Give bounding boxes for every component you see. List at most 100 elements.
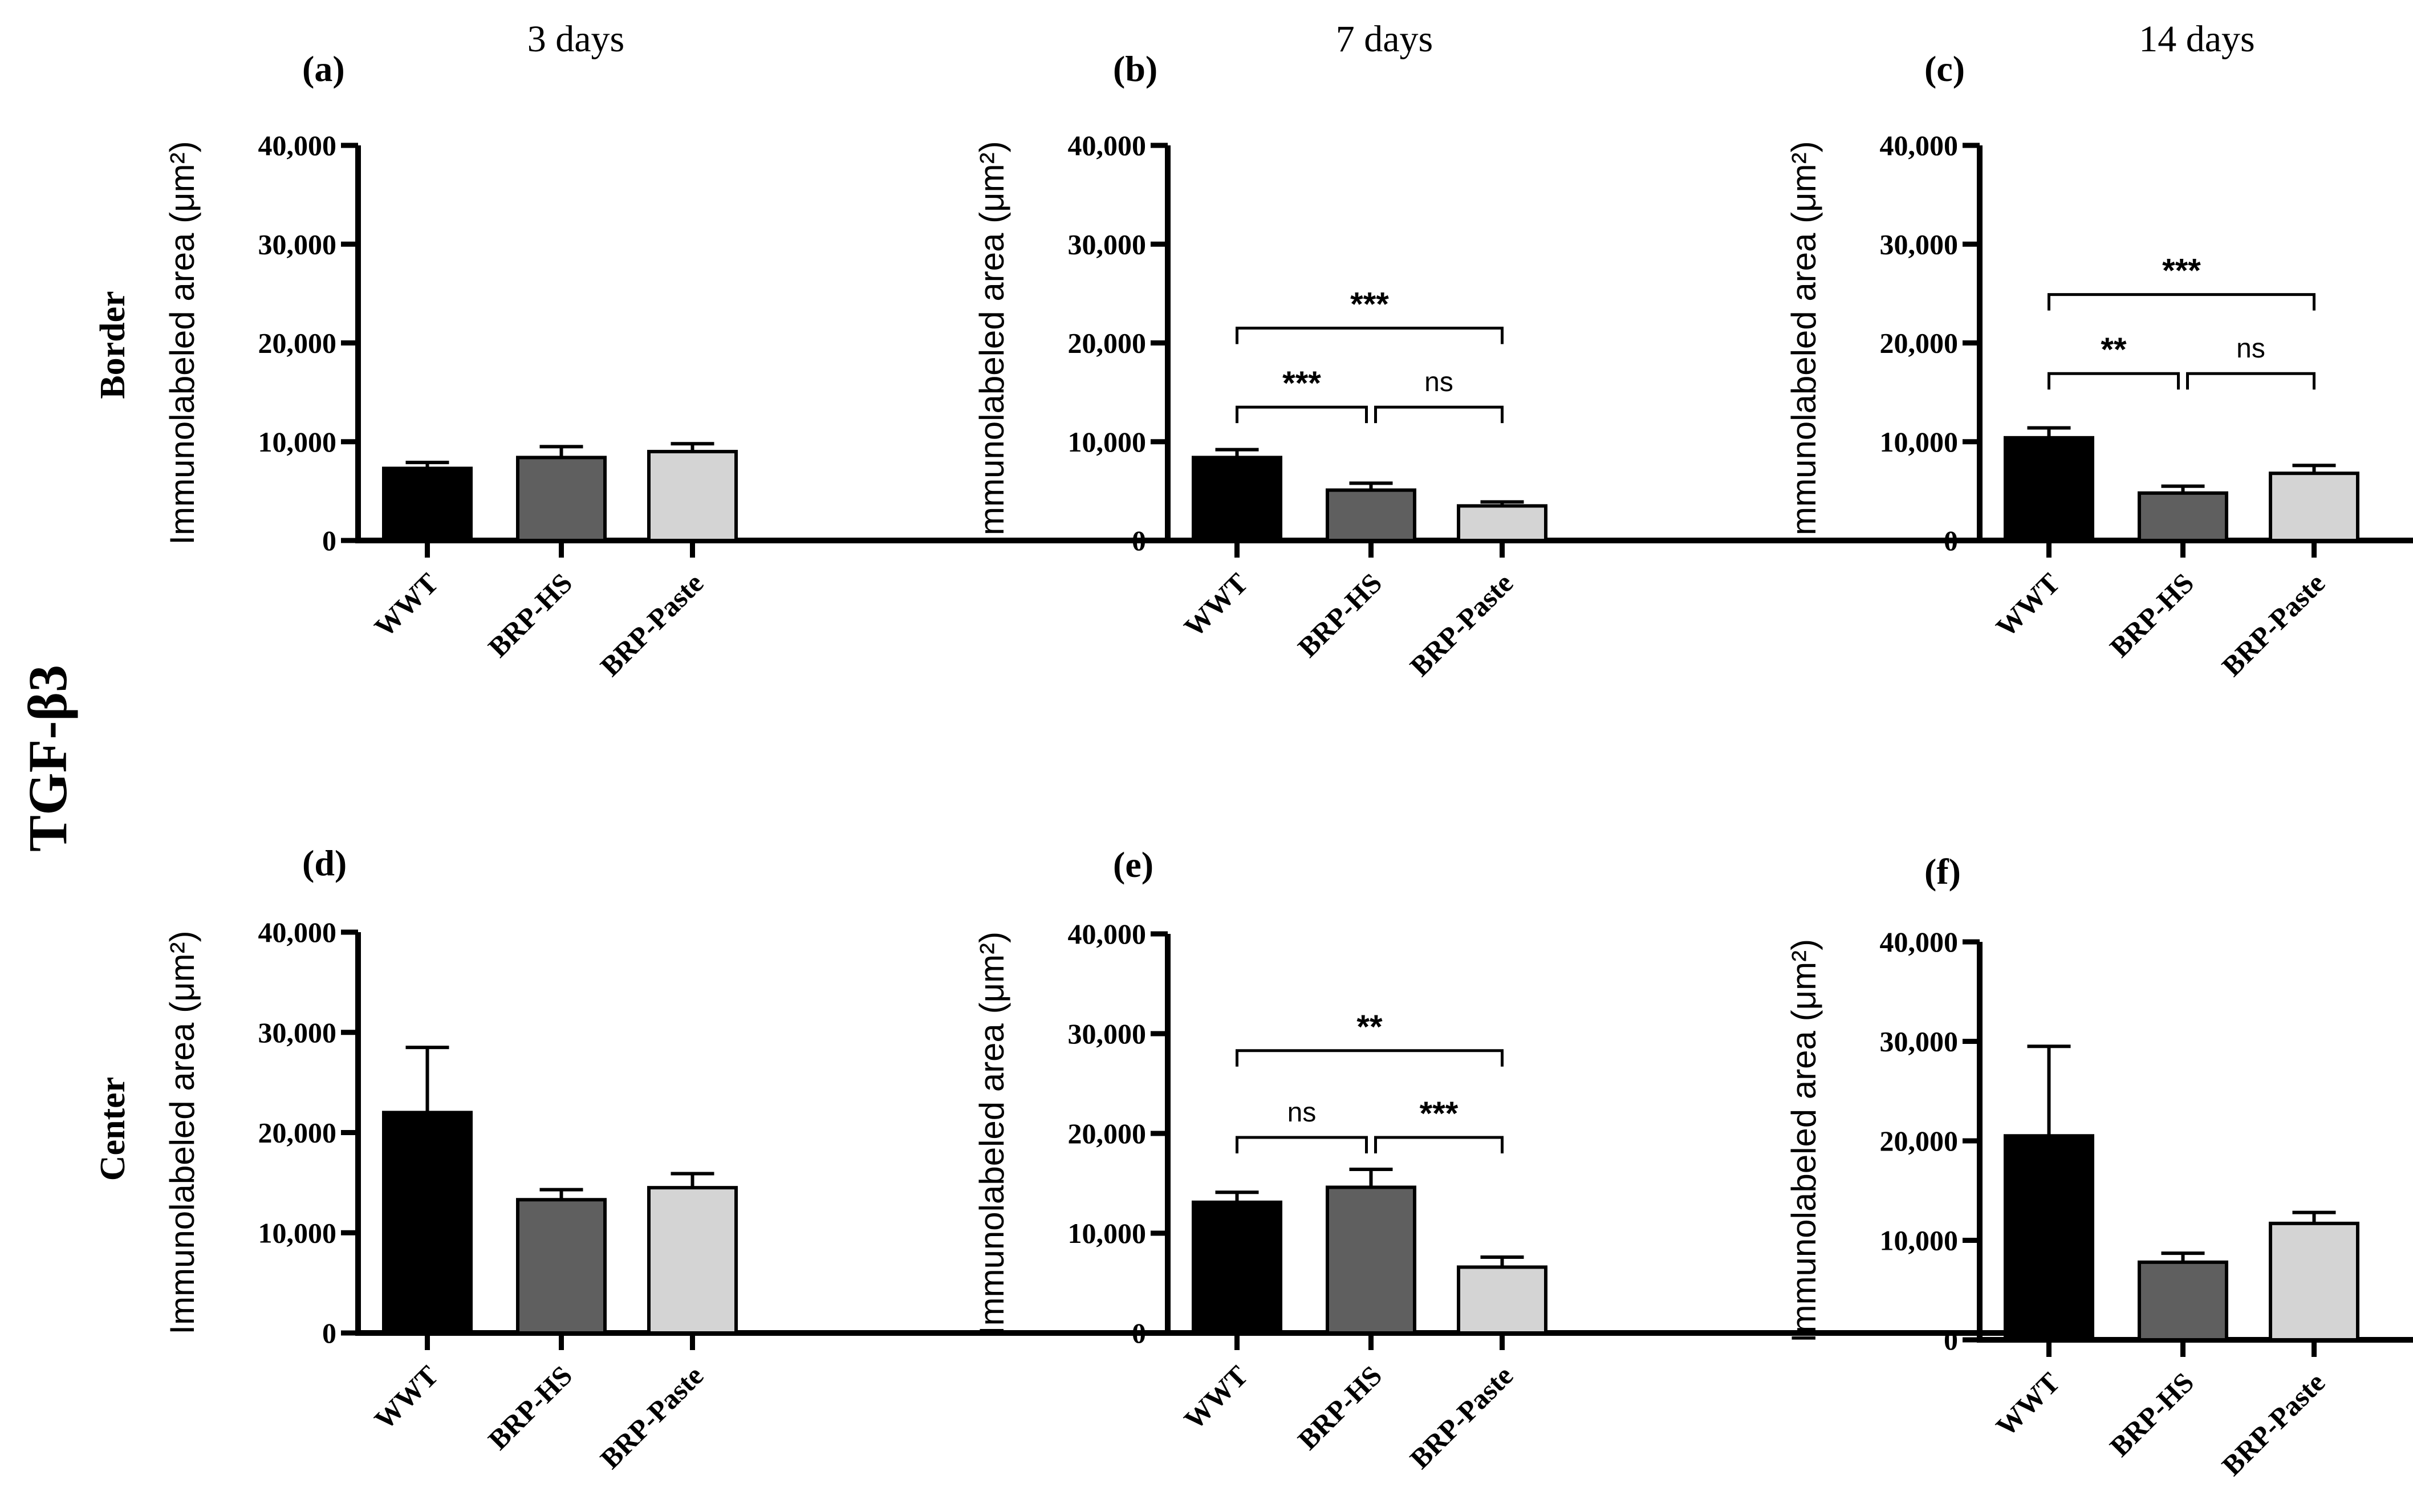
bar — [1326, 488, 1416, 543]
panel-label: (e) — [1113, 844, 1153, 885]
y-tick-label: 20,000 — [258, 1117, 337, 1149]
category-label: BRP-HS — [1291, 1359, 1388, 1456]
panel-label: (d) — [302, 843, 347, 883]
category-label: BRP-HS — [2103, 567, 2200, 663]
y-axis-title: Immunolabeled area (μm²) — [163, 141, 201, 544]
y-tick-label: 0 — [1132, 1317, 1146, 1349]
significance-label: ** — [1356, 1009, 1383, 1046]
row-label-center: Center — [94, 1077, 132, 1181]
y-tick-label: 40,000 — [1880, 129, 1959, 161]
significance-label: *** — [1420, 1095, 1459, 1132]
significance-bracket — [2048, 293, 2315, 311]
y-tick-label: 0 — [1944, 525, 1958, 556]
significance-bracket — [1236, 327, 1504, 344]
significance-bracket — [1374, 1136, 1504, 1153]
category-label: WWT — [368, 567, 444, 643]
y-tick-label: 10,000 — [1068, 1217, 1147, 1249]
y-tick-label: 0 — [1132, 525, 1146, 556]
y-axis-title: Immunolabeled area (μm²) — [1785, 939, 1823, 1343]
panel-label: (c) — [1924, 48, 1965, 89]
column-title-7-days: 7 days — [1336, 18, 1433, 60]
y-tick-label: 10,000 — [1880, 426, 1959, 458]
significance-bracket — [2048, 372, 2180, 390]
bar — [2269, 472, 2359, 542]
bar — [516, 456, 607, 542]
y-tick-label: 40,000 — [258, 129, 337, 161]
y-tick-label: 0 — [1944, 1324, 1958, 1356]
column-title-14-days: 14 days — [2139, 18, 2254, 60]
y-tick-label: 40,000 — [1880, 926, 1959, 958]
y-tick-label: 20,000 — [1068, 327, 1147, 359]
y-tick-label: 40,000 — [1068, 129, 1147, 161]
column-title-3-days: 3 days — [527, 18, 624, 60]
bar — [382, 466, 473, 543]
significance-label: *** — [1350, 286, 1389, 323]
y-axis-title: Immunolabeled area (μm²) — [163, 930, 201, 1334]
bar — [1192, 1200, 1282, 1335]
category-label: WWT — [1177, 567, 1254, 643]
y-tick-label: 10,000 — [1068, 426, 1147, 458]
y-tick-label: 20,000 — [258, 327, 337, 359]
significance-bracket — [1236, 405, 1368, 424]
chart-panels: (a) 0 10,000 20,000 30,000 40,000 Immunolabele… — [163, 48, 2413, 1482]
category-label: WWT — [1989, 1366, 2066, 1442]
y-tick-label: 20,000 — [1068, 1117, 1147, 1149]
y-tick-label: 30,000 — [1880, 1026, 1959, 1058]
category-label: BRP-Paste — [2216, 567, 2331, 682]
significance-label: ns — [2236, 334, 2265, 364]
y-tick-label: 0 — [322, 525, 336, 556]
bar — [2138, 491, 2228, 543]
y-tick-label: 10,000 — [258, 426, 337, 458]
figure-labels: 3 days 7 days 14 days Border Center TGF-… — [17, 18, 2255, 1181]
y-tick-label: 30,000 — [258, 228, 337, 260]
panel-c: (c) 0 10,000 20,000 30,000 40,000 Immunolabele… — [1785, 48, 2413, 682]
bar — [2004, 436, 2094, 542]
row-label-border: Border — [94, 291, 132, 399]
category-label: WWT — [1989, 567, 2066, 643]
significance-label: *** — [2162, 253, 2201, 290]
significance-bracket — [1236, 1136, 1368, 1153]
y-tick-label: 30,000 — [1880, 228, 1959, 260]
significance-label: ns — [1424, 367, 1453, 397]
y-tick-label: 30,000 — [1068, 228, 1147, 260]
panel-f: (f) 0 10,000 20,000 30,000 40,000 Immunolabele… — [1785, 851, 2413, 1482]
y-axis-title: Immunolabeled area (μm²) — [1785, 141, 1823, 544]
category-label: BRP-Paste — [594, 567, 710, 682]
panel-d: (d) 0 10,000 20,000 30,000 40,000 Immunolabele… — [163, 843, 1248, 1475]
y-tick-label: 20,000 — [1880, 1125, 1959, 1157]
significance-bracket — [1236, 1049, 1504, 1067]
bar — [2269, 1221, 2359, 1342]
y-tick-label: 30,000 — [258, 1017, 337, 1048]
panel-label: (b) — [1113, 48, 1157, 89]
y-tick-label: 20,000 — [1880, 327, 1959, 359]
bar — [382, 1111, 473, 1335]
category-label: BRP-HS — [1291, 567, 1388, 663]
y-axis-title: Immunolabeled area (μm²) — [973, 141, 1011, 544]
y-tick-label: 40,000 — [1068, 918, 1147, 950]
bar — [1192, 456, 1282, 542]
category-label: BRP-Paste — [1404, 567, 1520, 682]
y-tick-label: 0 — [322, 1317, 336, 1349]
bar — [516, 1198, 607, 1335]
category-label: BRP-HS — [482, 567, 578, 663]
panel-label: (a) — [302, 48, 345, 89]
y-tick-label: 10,000 — [1880, 1225, 1959, 1257]
category-label: BRP-Paste — [1404, 1359, 1520, 1475]
marker-label: TGF-β3 — [17, 665, 78, 852]
significance-label: ns — [1287, 1098, 1317, 1128]
category-label: WWT — [1177, 1359, 1254, 1436]
bar — [1457, 1265, 1547, 1335]
y-tick-label: 10,000 — [258, 1217, 337, 1249]
category-label: BRP-HS — [2103, 1366, 2200, 1462]
significance-label: ** — [2101, 331, 2127, 368]
category-label: BRP-HS — [482, 1359, 578, 1456]
y-tick-label: 30,000 — [1068, 1018, 1147, 1050]
category-label: WWT — [368, 1359, 444, 1436]
significance-label: *** — [1282, 365, 1321, 402]
y-tick-label: 40,000 — [258, 916, 337, 948]
bar — [2004, 1134, 2094, 1342]
bar — [1326, 1185, 1416, 1335]
significance-bracket — [1374, 405, 1504, 424]
category-label: BRP-Paste — [2216, 1366, 2331, 1482]
significance-bracket — [2186, 372, 2315, 390]
